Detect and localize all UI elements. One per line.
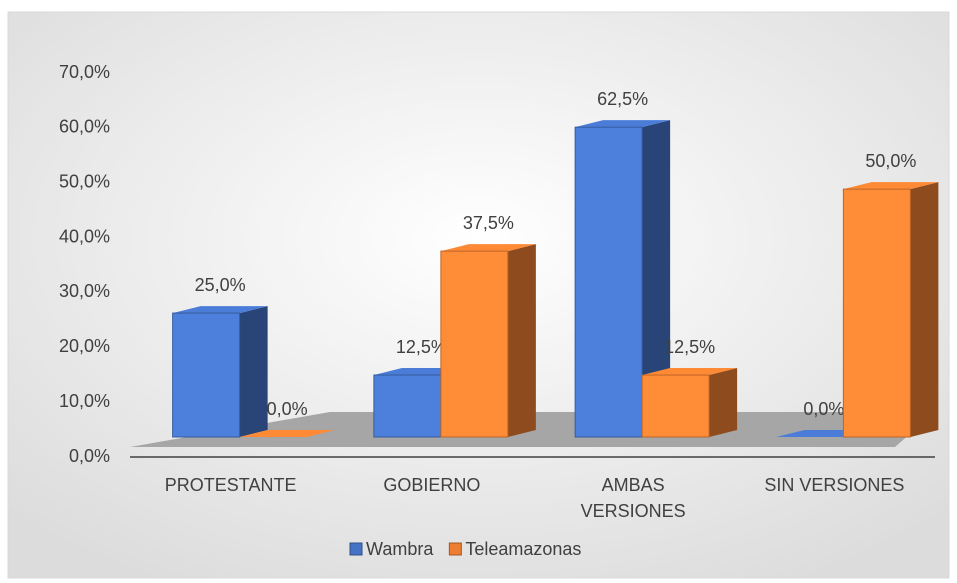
bar-top bbox=[575, 120, 671, 128]
y-tick-label: 70,0% bbox=[59, 62, 110, 82]
data-label: 37,5% bbox=[463, 213, 514, 233]
bar-top bbox=[239, 430, 335, 437]
bar-side bbox=[507, 244, 536, 437]
y-tick-label: 50,0% bbox=[59, 171, 110, 191]
bar-top bbox=[642, 368, 738, 376]
data-label: 0,0% bbox=[267, 399, 308, 419]
data-label: 25,0% bbox=[195, 275, 246, 295]
bar bbox=[641, 374, 710, 438]
x-tick-label: GOBIERNO bbox=[383, 475, 481, 495]
data-label: 12,5% bbox=[396, 337, 447, 357]
bar bbox=[842, 188, 911, 438]
data-label: 12,5% bbox=[664, 337, 715, 357]
data-label: 50,0% bbox=[865, 151, 916, 171]
legend-label: Wambra bbox=[366, 539, 434, 559]
y-tick-label: 10,0% bbox=[59, 391, 110, 411]
x-tick-label: AMBAS VERSIONES bbox=[580, 475, 686, 521]
x-tick-label: PROTESTANTE bbox=[164, 475, 297, 495]
y-tick-label: 60,0% bbox=[59, 117, 110, 137]
legend-label: Teleamazonas bbox=[465, 539, 581, 559]
bar bbox=[574, 126, 643, 438]
data-label: 0,0% bbox=[803, 399, 844, 419]
bar-side bbox=[239, 306, 268, 437]
bar bbox=[172, 312, 241, 438]
bar-side bbox=[709, 368, 738, 437]
y-tick-label: 40,0% bbox=[59, 226, 110, 246]
legend-swatch bbox=[349, 542, 363, 556]
bar-top bbox=[440, 244, 536, 252]
bar bbox=[373, 374, 442, 438]
bar bbox=[440, 250, 509, 438]
bar-side bbox=[910, 182, 939, 437]
y-tick-label: 20,0% bbox=[59, 336, 110, 356]
bar-top bbox=[172, 306, 268, 314]
data-label: 62,5% bbox=[597, 89, 648, 109]
x-tick-label: SIN VERSIONES bbox=[764, 475, 905, 495]
legend-swatch bbox=[448, 542, 462, 556]
y-tick-label: 30,0% bbox=[59, 281, 110, 301]
bar-top bbox=[843, 182, 939, 190]
bar-side bbox=[642, 120, 671, 437]
y-tick-label: 0,0% bbox=[69, 446, 110, 466]
